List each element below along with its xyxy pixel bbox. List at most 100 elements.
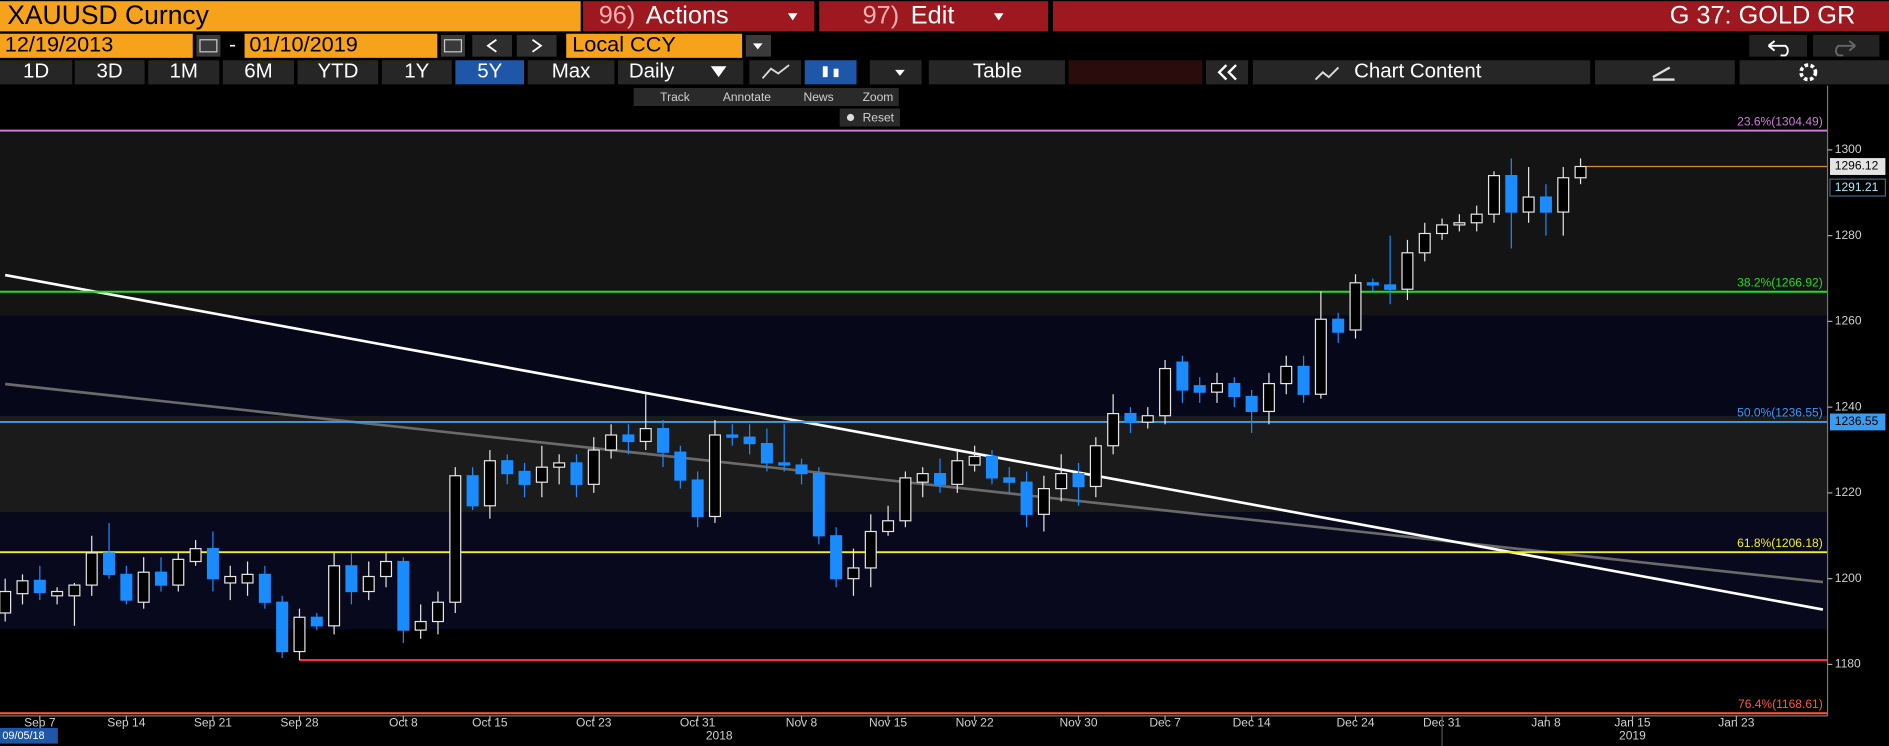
- candle-body: [864, 530, 877, 569]
- candle-body: [1037, 488, 1050, 515]
- dropdown-arrow: [787, 13, 798, 21]
- gear-icon: [1799, 63, 1818, 82]
- candle-body: [708, 434, 721, 518]
- end-date-field[interactable]: [244, 33, 438, 58]
- x-tick-label: Oct 23: [576, 715, 612, 729]
- prev-button[interactable]: [472, 34, 513, 57]
- candle-body: [812, 473, 825, 537]
- candle-body: [120, 573, 133, 601]
- candle-body: [778, 462, 791, 466]
- candle-body: [1332, 318, 1345, 333]
- candle-body: [1055, 473, 1068, 490]
- period-button[interactable]: [74, 60, 145, 85]
- candle-body: [1349, 282, 1362, 331]
- candle-body: [483, 460, 496, 507]
- x-tick-label: Nov 22: [956, 715, 994, 729]
- candle-body: [1366, 282, 1379, 286]
- period-label: 1D: [23, 60, 49, 83]
- level-price: 1236.55: [1835, 414, 1879, 428]
- candle-body: [1176, 361, 1189, 391]
- candle-body: [189, 548, 202, 563]
- tool-strip: [633, 87, 899, 107]
- period-button[interactable]: [455, 60, 525, 85]
- candle-body: [380, 560, 393, 578]
- candle-body: [933, 473, 947, 485]
- x-tick-label: Jan 15: [1614, 715, 1650, 729]
- title-bar: [1052, 1, 1889, 32]
- chart-tool: Annotate: [723, 90, 771, 104]
- start-date-field[interactable]: [0, 33, 193, 58]
- period-button[interactable]: [0, 60, 73, 85]
- period-button[interactable]: [148, 60, 220, 85]
- candle-body: [1072, 473, 1085, 488]
- candle-body: [362, 575, 375, 593]
- frequency-dropdown[interactable]: [618, 60, 744, 85]
- candle-body: [951, 460, 964, 485]
- dropdown-arrow: [752, 43, 763, 50]
- candle-body: [1280, 365, 1293, 385]
- frequency: Daily: [629, 60, 675, 83]
- candle-body: [1557, 177, 1570, 213]
- period-button[interactable]: [297, 60, 379, 85]
- period-button[interactable]: [527, 60, 615, 85]
- candle-chart-button[interactable]: [804, 60, 857, 85]
- candle-body: [830, 535, 843, 580]
- x-tick-label: Nov 30: [1059, 715, 1097, 729]
- candle-icon: [822, 66, 828, 78]
- candle-body: [587, 449, 600, 485]
- x-tick-label: Sep 21: [194, 715, 232, 729]
- reset-button[interactable]: [839, 108, 900, 127]
- candle-body: [431, 601, 444, 623]
- edit-number: 97): [863, 2, 900, 30]
- candle-body: [899, 477, 912, 522]
- period-label: 6M: [244, 60, 272, 83]
- end-date: 01/10/2019: [249, 32, 357, 57]
- year-label: 2018: [706, 729, 733, 743]
- x-tick-label: Dec 7: [1149, 715, 1181, 729]
- table-button[interactable]: [928, 60, 1065, 85]
- actions-menu[interactable]: [583, 1, 815, 32]
- candle-body: [1487, 175, 1501, 215]
- candle-body: [1262, 382, 1275, 413]
- calendar-icon: [443, 39, 463, 53]
- candle-icon: [833, 68, 839, 78]
- chart-content-icon: [1314, 66, 1340, 81]
- band: [0, 132, 1828, 316]
- band: [0, 315, 1828, 416]
- next-button[interactable]: [516, 34, 557, 57]
- band: [0, 85, 1828, 133]
- x-tick-label: Dec 14: [1233, 715, 1271, 729]
- y-tick-label: 1220: [1835, 485, 1862, 499]
- edit-menu[interactable]: [819, 1, 1049, 32]
- edit-icon: [1652, 66, 1675, 81]
- candle-body: [847, 567, 860, 580]
- candle-body: [449, 475, 462, 603]
- edit-label: Edit: [911, 2, 955, 30]
- candle-body: [258, 573, 271, 603]
- candle-body: [328, 565, 341, 627]
- candle-body: [691, 479, 704, 518]
- candle-body: [501, 460, 514, 475]
- period-button[interactable]: [381, 60, 452, 85]
- period-label: 1Y: [404, 60, 429, 83]
- candle-body: [1107, 412, 1120, 447]
- candle-body: [1314, 318, 1327, 395]
- x-tick-label: Sep 14: [107, 715, 145, 729]
- security-field[interactable]: [0, 1, 581, 32]
- fib-label: 76.4%(1168.61): [1738, 697, 1823, 711]
- y-tick-label: 1200: [1835, 571, 1862, 585]
- candle-body: [1141, 415, 1154, 423]
- chart-content-button[interactable]: [1252, 60, 1591, 85]
- candle-body: [1124, 412, 1137, 423]
- candle-body: [726, 434, 739, 438]
- period-button[interactable]: [222, 60, 294, 85]
- candle-body: [1228, 382, 1241, 398]
- period-label: 5Y: [477, 60, 502, 83]
- x-tick-label: Jan 8: [1531, 715, 1561, 729]
- collapse-button[interactable]: [1205, 60, 1249, 85]
- chart-type-dropdown[interactable]: [869, 60, 922, 85]
- currency-field[interactable]: [566, 33, 743, 58]
- candle-body: [241, 573, 254, 584]
- candle-body: [33, 579, 46, 593]
- actions-label: Actions: [646, 2, 729, 30]
